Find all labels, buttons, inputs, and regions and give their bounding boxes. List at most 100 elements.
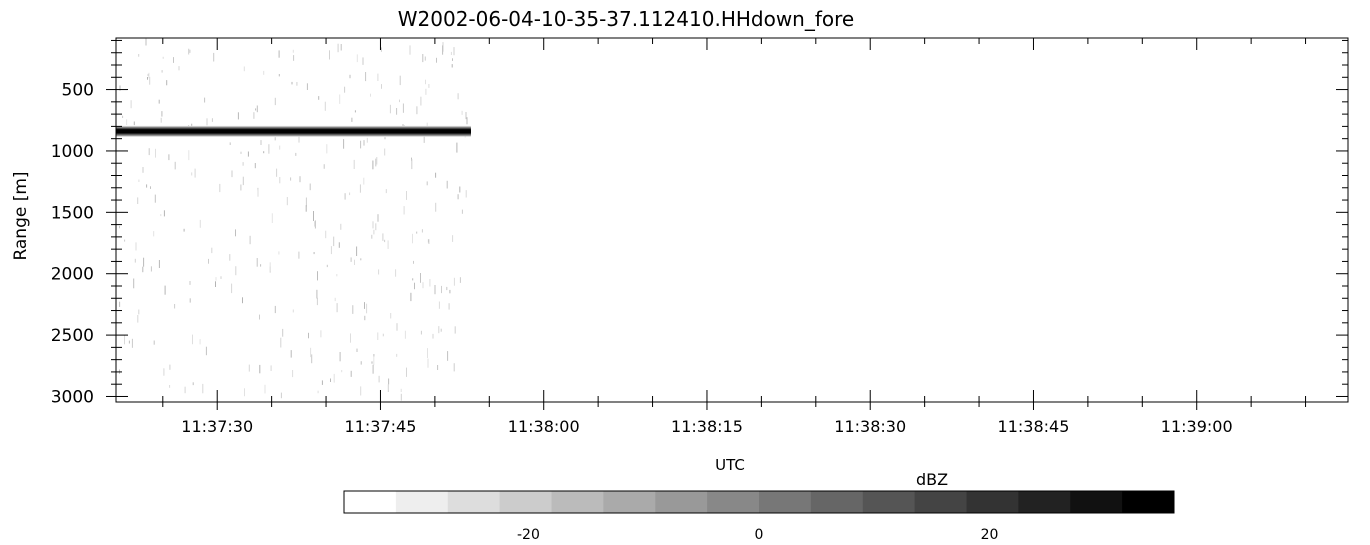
noise-pixel bbox=[206, 118, 208, 126]
noise-pixel bbox=[271, 213, 273, 223]
noise-pixel bbox=[360, 386, 362, 396]
colorbar-step bbox=[1018, 491, 1071, 513]
noise-pixel bbox=[427, 239, 429, 243]
noise-pixel bbox=[313, 252, 315, 255]
noise-pixel bbox=[310, 347, 312, 358]
noise-pixel bbox=[199, 219, 201, 228]
noise-pixel bbox=[364, 302, 365, 309]
noise-pixel bbox=[316, 297, 318, 306]
colorbar-step bbox=[914, 491, 968, 513]
noise-pixel bbox=[449, 289, 451, 294]
noise-pixel bbox=[334, 297, 336, 302]
noise-pixel bbox=[384, 148, 386, 156]
noise-pixel bbox=[349, 192, 351, 196]
noise-pixel bbox=[396, 108, 398, 115]
chart-title: W2002-06-04-10-35-37.112410.HHdown_fore bbox=[398, 7, 854, 31]
noise-pixel bbox=[263, 70, 265, 75]
noise-pixel bbox=[363, 140, 365, 146]
noise-pixel bbox=[184, 386, 186, 394]
noise-pixel bbox=[231, 170, 233, 178]
noise-pixel bbox=[154, 194, 156, 203]
noise-pixel bbox=[249, 235, 251, 245]
noise-pixel bbox=[411, 159, 413, 170]
noise-pixel bbox=[169, 364, 171, 370]
noise-pixel bbox=[360, 361, 362, 365]
x-tick-label: 11:38:30 bbox=[834, 417, 906, 436]
noise-pixel bbox=[291, 81, 293, 85]
noise-pixel bbox=[390, 313, 392, 319]
noise-pixel bbox=[382, 233, 384, 241]
noise-pixel bbox=[137, 315, 139, 323]
x-tick-label: 11:38:45 bbox=[998, 417, 1070, 436]
colorbar-step bbox=[1070, 491, 1123, 513]
noise-pixel bbox=[373, 229, 375, 235]
noise-pixel bbox=[274, 137, 276, 141]
noise-pixel bbox=[242, 297, 243, 304]
noise-pixel bbox=[286, 197, 288, 206]
noise-pixel bbox=[452, 235, 454, 242]
noise-pixel bbox=[160, 214, 162, 217]
noise-pixel bbox=[337, 43, 339, 53]
noise-pixel bbox=[256, 258, 258, 267]
noise-pixel bbox=[371, 234, 373, 239]
noise-pixel bbox=[406, 367, 407, 377]
noise-pixel bbox=[148, 72, 150, 79]
noise-pixel bbox=[459, 186, 461, 193]
noise-pixel bbox=[341, 370, 343, 373]
noise-pixel bbox=[410, 292, 412, 302]
noise-pixel bbox=[413, 260, 414, 264]
noise-pixel bbox=[344, 193, 346, 200]
colorbar-step bbox=[499, 491, 553, 513]
noise-pixel bbox=[183, 228, 185, 232]
noise-pixel bbox=[191, 172, 193, 176]
noise-pixel bbox=[400, 388, 402, 392]
noise-pixel bbox=[378, 375, 380, 383]
noise-pixel bbox=[133, 121, 135, 126]
noise-pixel bbox=[426, 122, 428, 128]
noise-pixel bbox=[339, 94, 341, 104]
noise-pixel bbox=[199, 339, 201, 345]
noise-pixel bbox=[427, 358, 429, 368]
noise-pixel bbox=[163, 368, 165, 376]
noise-pixel bbox=[146, 184, 148, 188]
noise-pixel bbox=[454, 326, 456, 334]
noise-pixel bbox=[326, 144, 328, 154]
x-axis: 11:37:30 11:37:45 11:38:00 11:38:15 11:38:30… bbox=[162, 38, 1307, 436]
noise-pixel bbox=[316, 289, 318, 299]
noise-pixel bbox=[321, 380, 323, 385]
noise-pixel bbox=[243, 66, 245, 72]
noise-pixel bbox=[438, 326, 440, 334]
noise-pixel bbox=[220, 276, 222, 279]
noise-pixel bbox=[138, 309, 140, 315]
x-tick-label: 11:38:00 bbox=[508, 417, 580, 436]
noise-pixel bbox=[208, 258, 209, 264]
noise-pixel bbox=[372, 221, 374, 229]
colorbar-frame bbox=[343, 490, 1175, 514]
noise-pixel bbox=[414, 282, 415, 290]
noise-pixel bbox=[259, 364, 261, 374]
noise-pixel bbox=[292, 49, 294, 53]
noise-pixel bbox=[448, 303, 450, 310]
noise-pixel bbox=[119, 225, 120, 229]
noise-pixel bbox=[137, 197, 139, 204]
colorbar-tick-label: -20 bbox=[517, 527, 540, 543]
noise-pixel bbox=[317, 271, 318, 281]
noise-pixel bbox=[425, 88, 427, 95]
noise-pixel bbox=[259, 314, 260, 320]
noise-pixel bbox=[314, 220, 316, 229]
noise-pixel bbox=[421, 229, 423, 233]
noise-pixel bbox=[423, 135, 425, 143]
noise-pixel bbox=[461, 110, 463, 115]
noise-pixel bbox=[306, 83, 308, 90]
noise-pixel bbox=[420, 96, 422, 106]
noise-pixel bbox=[457, 194, 459, 200]
noise-pixel bbox=[446, 180, 448, 189]
noise-pixel bbox=[153, 340, 155, 345]
colorbar-label: dBZ bbox=[916, 470, 948, 489]
noise-pixel bbox=[145, 38, 147, 46]
noise-pixel bbox=[317, 390, 319, 394]
noise-pixel bbox=[359, 184, 361, 193]
noise-pixel bbox=[351, 117, 353, 122]
noise-pixel bbox=[254, 163, 256, 169]
